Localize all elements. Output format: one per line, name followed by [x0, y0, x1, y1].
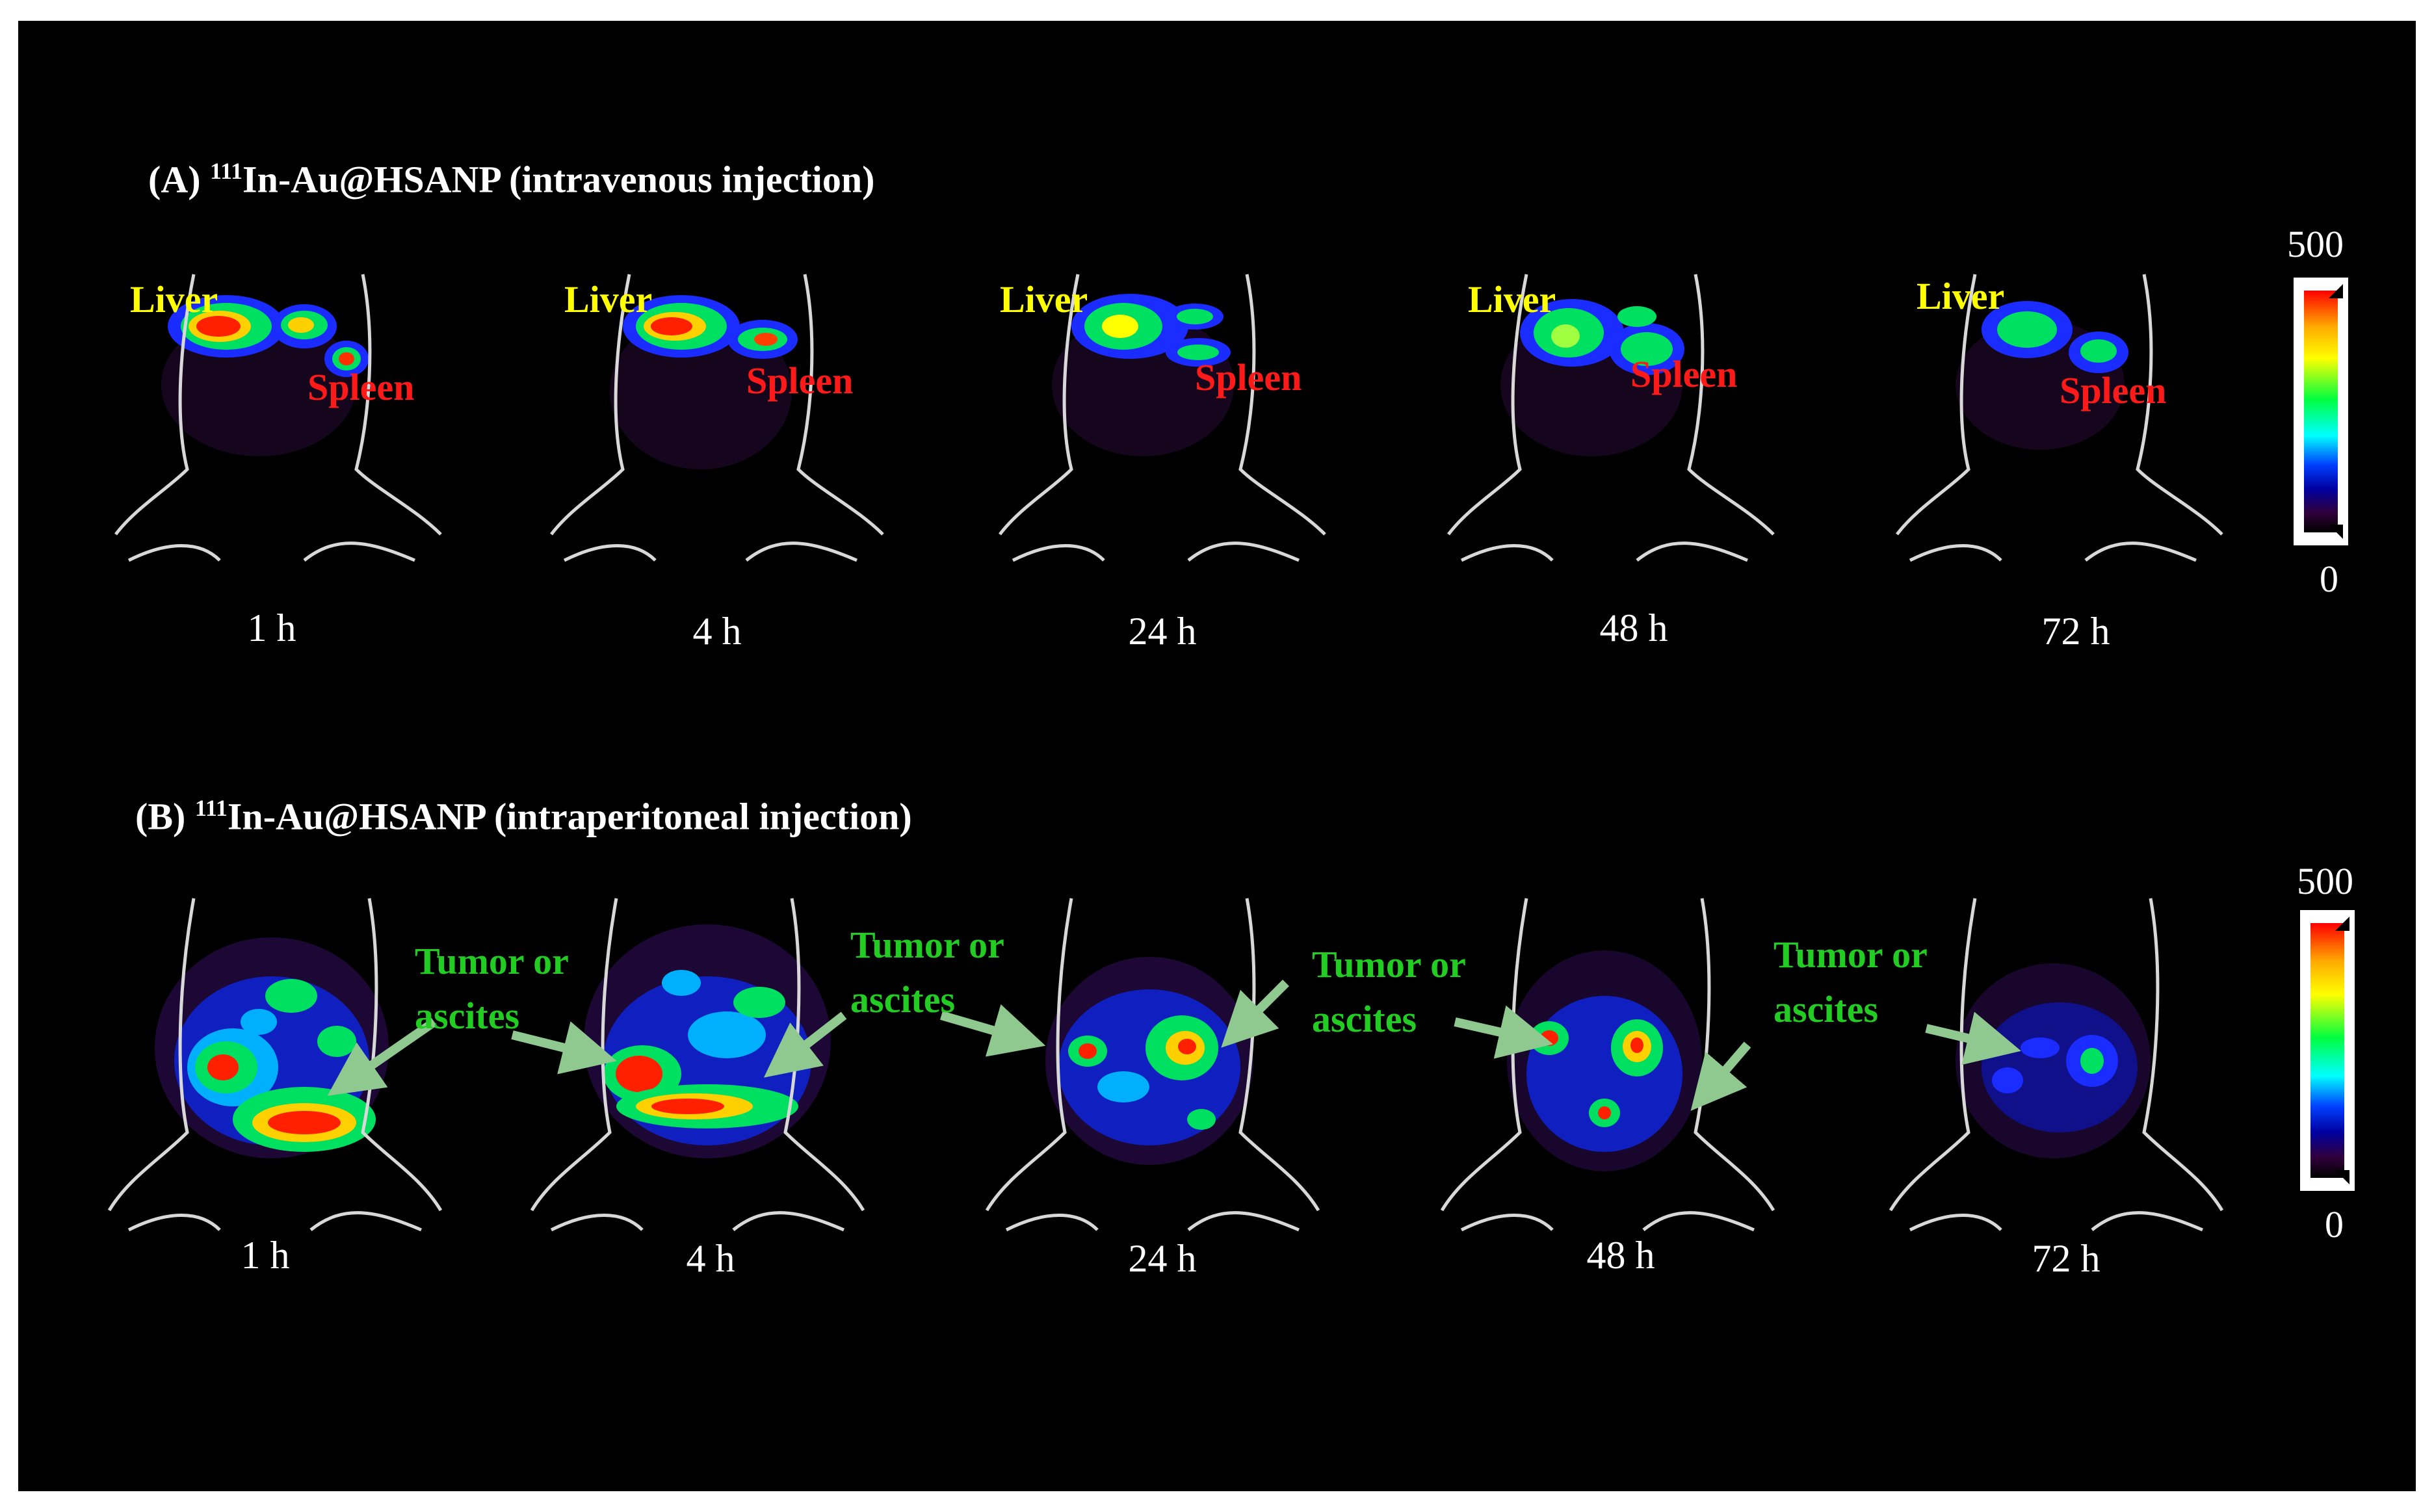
panel-b-scale-min: 0 — [2325, 1203, 2344, 1245]
liver-label-1h: Liver — [130, 278, 218, 320]
panel-b-colorbar-top-handle — [2335, 917, 2349, 931]
panel-a-colorbar-bottom-handle — [2329, 525, 2343, 539]
panel-b-scan-1h — [107, 898, 443, 1232]
arrow-48h-inner — [1690, 1041, 1751, 1111]
spleen-label-72h: Spleen — [2060, 369, 2167, 411]
panel-a-isotope-mass: 111 — [210, 158, 243, 184]
panel-a-time-1h: 1 h — [247, 606, 296, 649]
spleen-label-48h: Spleen — [1630, 353, 1738, 395]
panel-a-time-24h: 24 h — [1128, 610, 1197, 653]
spleen-label-1h: Spleen — [308, 366, 415, 408]
panel-b-title-prefix: (B) — [135, 795, 195, 838]
tumor-label-1h-line2: ascites — [415, 995, 520, 1037]
tumor-label-48h: Tumor or ascites — [1773, 928, 1928, 1037]
spleen-label-4h: Spleen — [746, 359, 854, 402]
arrow-1h — [327, 1018, 437, 1096]
panel-a-time-4h: 4 h — [692, 610, 742, 653]
panel-b-arrows — [327, 980, 2021, 1111]
panel-b-time-48h: 48 h — [1586, 1234, 1655, 1277]
panel-a-title-prefix: (A) — [148, 158, 211, 201]
tumor-label-4h-line1: Tumor or — [850, 924, 1004, 966]
liver-label-4h: Liver — [564, 278, 653, 320]
tumor-label-48h-line2: ascites — [1773, 988, 1879, 1030]
panel-b-scan-4h — [530, 898, 865, 1232]
panel-b-time-24h: 24 h — [1128, 1237, 1197, 1280]
panel-b-scan-24h — [985, 898, 1320, 1232]
liver-label-24h: Liver — [1000, 278, 1088, 320]
panel-a-scan-24h — [999, 274, 1326, 562]
panel-b-title-rest: In-Au@HSANP (intraperitoneal injection) — [227, 795, 912, 838]
tumor-label-4h: Tumor or ascites — [850, 918, 1004, 1027]
tumor-label-1h-line1: Tumor or — [415, 940, 569, 982]
arrow-72h — [1925, 1011, 2021, 1065]
arrow-4h-left — [511, 1021, 617, 1075]
tumor-label-48h-line1: Tumor or — [1773, 933, 1928, 976]
tumor-label-24h-line1: Tumor or — [1312, 943, 1466, 985]
panel-a-time-72h: 72 h — [2041, 610, 2110, 653]
panel-b-colorbar — [2300, 910, 2355, 1191]
panel-a-colorbar-top-handle — [2329, 284, 2343, 298]
panel-a-scale-min: 0 — [2320, 558, 2338, 600]
panel-b-scale-max: 500 — [2297, 860, 2353, 902]
panel-a-title: (A) 111In-Au@HSANP (intravenous injectio… — [148, 157, 874, 201]
panel-b-isotope-mass: 111 — [194, 795, 228, 821]
tumor-label-24h: Tumor or ascites — [1312, 937, 1466, 1047]
panel-a-colorbar-gradient — [2304, 291, 2338, 532]
panel-b-time-72h: 72 h — [2032, 1237, 2100, 1280]
arrow-24h-right — [1221, 980, 1289, 1048]
arrow-48h — [1454, 1005, 1553, 1059]
panel-b-time-1h: 1 h — [241, 1234, 290, 1277]
tumor-label-1h: Tumor or ascites — [415, 934, 569, 1043]
panel-b-title: (B) 111In-Au@HSANP (intraperitoneal inje… — [135, 794, 912, 838]
panel-a-time-48h: 48 h — [1599, 606, 1668, 649]
panel-b-colorbar-bottom-handle — [2335, 1170, 2349, 1184]
panel-a-scan-72h — [1896, 274, 2223, 562]
panel-b-scan-48h — [1440, 898, 1775, 1232]
liver-label-48h: Liver — [1468, 278, 1556, 320]
panel-b-colorbar-gradient — [2310, 923, 2344, 1178]
panel-a-title-rest: In-Au@HSANP (intravenous injection) — [242, 158, 875, 201]
panel-a-scale-max: 500 — [2287, 223, 2344, 265]
tumor-label-4h-line2: ascites — [850, 978, 956, 1021]
arrow-24h-left — [940, 1004, 1046, 1057]
liver-label-72h: Liver — [1917, 275, 2005, 317]
panel-b-time-4h: 4 h — [686, 1237, 735, 1280]
panel-a-scan-4h — [550, 274, 884, 562]
spleen-label-24h: Spleen — [1195, 356, 1302, 398]
panel-a-scan-1h — [114, 274, 442, 562]
panel-a-scan-48h — [1447, 274, 1775, 562]
panel-a-colorbar — [2294, 278, 2348, 545]
figure-panel: (A) 111In-Au@HSANP (intravenous injectio… — [18, 21, 2416, 1491]
arrow-4h-right — [763, 1011, 847, 1078]
tumor-label-24h-line2: ascites — [1312, 998, 1417, 1040]
